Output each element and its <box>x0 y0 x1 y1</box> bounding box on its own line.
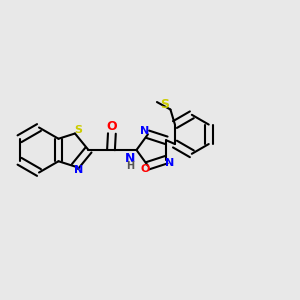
Text: N: N <box>74 165 83 176</box>
Text: O: O <box>140 164 150 174</box>
Text: N: N <box>125 152 136 166</box>
Text: S: S <box>160 98 169 111</box>
Text: S: S <box>75 125 83 135</box>
Text: N: N <box>140 126 149 136</box>
Text: N: N <box>165 158 174 168</box>
Text: O: O <box>106 120 117 134</box>
Text: H: H <box>126 160 134 171</box>
